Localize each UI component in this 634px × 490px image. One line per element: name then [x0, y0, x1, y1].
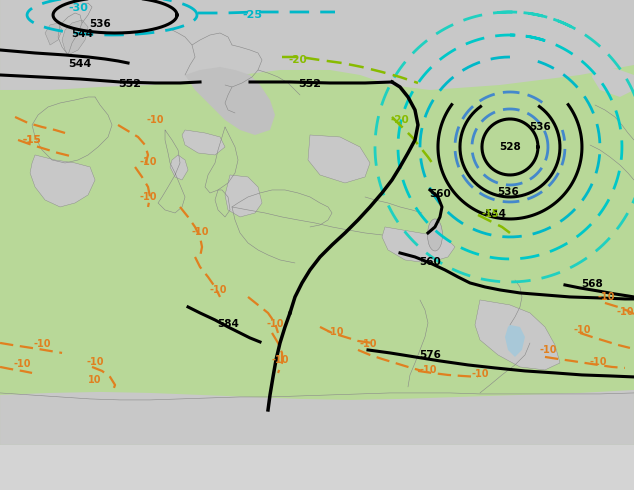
Ellipse shape	[427, 219, 443, 251]
Text: -10: -10	[597, 292, 615, 302]
Text: -10: -10	[139, 192, 157, 202]
Polygon shape	[170, 155, 188, 180]
Text: -30: -30	[68, 3, 88, 13]
Polygon shape	[308, 135, 370, 183]
Polygon shape	[592, 65, 634, 97]
Text: -25: -25	[242, 10, 262, 20]
Polygon shape	[0, 0, 634, 90]
Polygon shape	[182, 130, 225, 155]
Text: 536: 536	[89, 19, 111, 29]
Text: -10: -10	[471, 369, 489, 379]
Text: 552: 552	[119, 79, 141, 89]
Text: 560: 560	[429, 189, 451, 199]
Text: -10: -10	[271, 355, 288, 365]
Text: 560: 560	[419, 257, 441, 267]
Text: -10: -10	[86, 357, 104, 367]
Polygon shape	[382, 227, 455, 263]
Polygon shape	[495, 0, 634, 55]
Polygon shape	[225, 175, 262, 217]
Text: 584: 584	[217, 319, 239, 329]
Text: -10: -10	[139, 157, 157, 167]
Text: -10: -10	[13, 359, 31, 369]
Polygon shape	[45, 23, 62, 45]
Text: -10: -10	[327, 327, 344, 337]
Text: -10: -10	[34, 339, 51, 349]
Text: -15: -15	[22, 135, 41, 145]
Text: -10: -10	[616, 307, 634, 317]
Polygon shape	[475, 300, 560, 370]
Text: -10: -10	[419, 365, 437, 375]
Text: 576: 576	[419, 350, 441, 360]
Polygon shape	[505, 325, 525, 357]
Text: -10: -10	[589, 357, 607, 367]
Text: 536: 536	[529, 122, 551, 132]
Text: ©weatheronline.co.uk: ©weatheronline.co.uk	[420, 475, 550, 485]
Text: -15: -15	[22, 135, 41, 145]
Text: 10: 10	[88, 375, 102, 385]
Text: -10: -10	[359, 339, 377, 349]
Text: -10: -10	[573, 325, 591, 335]
Text: -10: -10	[539, 345, 557, 355]
Polygon shape	[185, 67, 275, 135]
Text: 536: 536	[497, 187, 519, 197]
Polygon shape	[30, 155, 95, 207]
Text: -10: -10	[191, 227, 209, 237]
Text: 544: 544	[484, 209, 506, 219]
Text: -20: -20	[288, 55, 307, 65]
Text: 528: 528	[499, 142, 521, 152]
Text: Height/Temp. 500 hPa [gdmp][°C] ECMWF: Height/Temp. 500 hPa [gdmp][°C] ECMWF	[4, 457, 259, 467]
Text: Mo 17-06-2024 00:00 UTC (00+240): Mo 17-06-2024 00:00 UTC (00+240)	[340, 455, 560, 465]
Text: 552: 552	[299, 79, 321, 89]
Text: 568: 568	[581, 279, 603, 289]
Polygon shape	[62, 20, 88, 55]
Text: 544: 544	[68, 59, 92, 69]
Text: -20: -20	[391, 115, 410, 125]
Text: 544: 544	[71, 29, 93, 39]
Text: -10: -10	[209, 285, 227, 295]
Text: -10: -10	[266, 319, 284, 329]
Text: -10: -10	[146, 115, 164, 125]
Text: -15: -15	[481, 209, 499, 219]
Polygon shape	[0, 390, 634, 445]
